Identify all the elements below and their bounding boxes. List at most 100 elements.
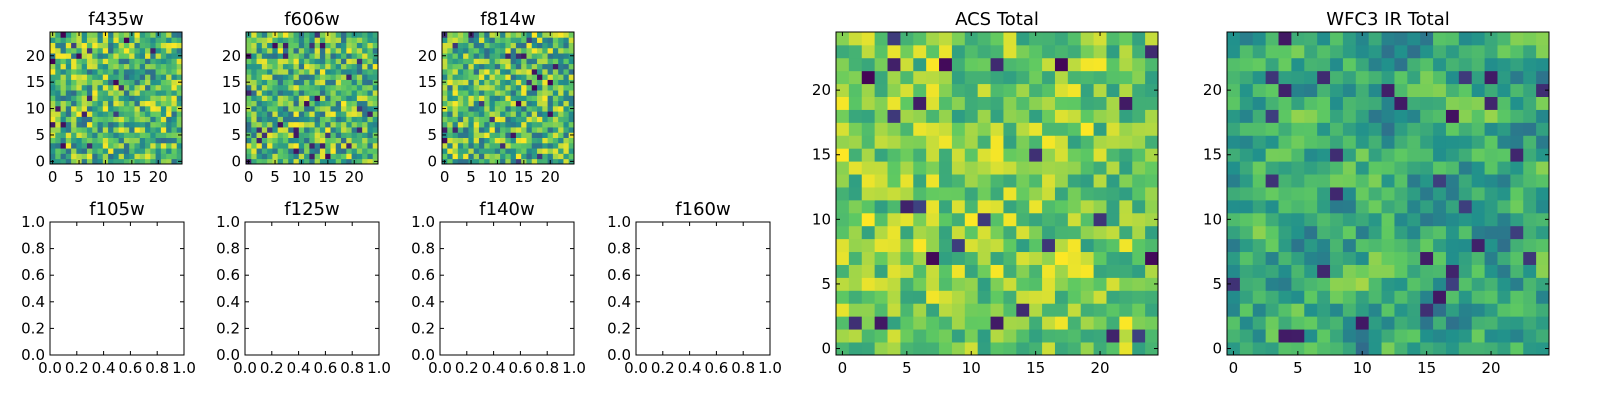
heatmap-cell (351, 132, 358, 138)
heatmap-cell (874, 238, 888, 253)
heatmap-cell (298, 58, 305, 65)
heatmap-cell (176, 90, 183, 96)
heatmap-cell (113, 68, 120, 75)
heatmap-cell (129, 116, 135, 123)
heatmap-cell (489, 68, 496, 75)
heatmap-cell (900, 264, 914, 278)
heatmap-cell (951, 96, 966, 110)
heatmap-cell (848, 264, 863, 278)
heatmap-cell (319, 32, 326, 38)
heatmap-cell (293, 148, 300, 154)
heatmap-cell (939, 225, 953, 240)
heatmap-cell (1471, 96, 1485, 110)
heatmap-cell (447, 58, 453, 65)
heatmap-cell (478, 42, 485, 49)
heatmap-cell (92, 105, 98, 112)
heatmap-cell (277, 111, 284, 117)
heatmap-cell (118, 32, 125, 38)
heatmap-cell (319, 58, 326, 65)
heatmap-cell (913, 212, 927, 227)
heatmap-cell (251, 100, 257, 107)
heatmap-cell (330, 63, 337, 70)
heatmap-cell (537, 100, 543, 107)
heatmap-cell (362, 153, 368, 160)
heatmap-cell (346, 148, 352, 154)
heatmap-cell (1278, 329, 1292, 343)
heatmap-cell (1278, 83, 1292, 97)
heatmap-cell (489, 53, 496, 59)
heatmap-cell (129, 132, 135, 138)
heatmap-cell (463, 37, 469, 43)
heatmap-cell (330, 42, 337, 49)
heatmap-cell (325, 37, 331, 43)
heatmap-cell (139, 148, 146, 154)
heatmap-cell (1484, 225, 1498, 240)
heatmap-cell (1368, 32, 1382, 46)
heatmap-cell (102, 111, 109, 117)
heatmap-cell (325, 74, 331, 80)
heatmap-cell (1119, 199, 1133, 214)
heatmap-cell (113, 84, 120, 91)
heatmap-cell (367, 84, 374, 91)
heatmap-cell (964, 225, 979, 240)
heatmap-cell (1080, 251, 1094, 265)
heatmap-cell (558, 90, 564, 96)
heatmap-cell (1368, 316, 1382, 330)
heatmap-cell (1433, 109, 1447, 123)
heatmap-cell (108, 37, 114, 43)
heatmap-cell (1317, 96, 1331, 110)
heatmap-cell (494, 121, 501, 128)
heatmap-cell (1291, 83, 1305, 97)
heatmap-cell (1067, 57, 1082, 72)
heatmap-cell (939, 264, 953, 278)
heatmap-cell (134, 153, 141, 160)
heatmap-cell (60, 53, 67, 59)
heatmap-cell (521, 116, 527, 123)
heatmap-cell (367, 100, 374, 107)
heatmap-cell (951, 83, 966, 97)
heatmap-cell (1458, 225, 1473, 240)
heatmap-cell (447, 153, 453, 160)
x-tick-label: 0.6 (508, 359, 532, 377)
heatmap-cell (372, 95, 379, 102)
heatmap-cell (521, 42, 527, 49)
heatmap-cell (1252, 329, 1267, 343)
heatmap-cell (325, 63, 331, 70)
x-tick-label: 0.2 (65, 359, 89, 377)
heatmap-cell (1119, 83, 1133, 97)
heatmap-cell (505, 90, 512, 96)
heatmap-cell (558, 74, 564, 80)
heatmap-cell (272, 47, 279, 54)
heatmap-cell (1407, 238, 1421, 253)
heatmap-cell (92, 148, 98, 154)
heatmap-cell (166, 127, 172, 133)
heatmap-cell (977, 70, 991, 85)
heatmap-cell (1497, 135, 1511, 149)
heatmap-cell (563, 116, 570, 123)
x-tick-label: 10 (96, 168, 115, 186)
heatmap-cell (1536, 251, 1550, 265)
heatmap-cell (309, 37, 316, 43)
heatmap-cell (309, 42, 316, 49)
heatmap-cell (123, 42, 130, 49)
heatmap-cell (526, 53, 533, 59)
heatmap-cell (1420, 174, 1434, 188)
heatmap-cell (977, 290, 991, 304)
heatmap-cell (272, 105, 279, 112)
heatmap-cell (335, 79, 342, 86)
x-tick-label: 0 (440, 168, 450, 186)
heatmap-cell (990, 238, 1004, 253)
heatmap-cell (1265, 174, 1279, 188)
heatmap-cell (1252, 212, 1267, 227)
heatmap-cell (314, 100, 321, 107)
heatmap-cell (1510, 135, 1524, 149)
heatmap-cell (1342, 57, 1357, 72)
heatmap-cell (335, 142, 342, 149)
heatmap-cell (1394, 238, 1408, 253)
heatmap-cell (900, 96, 914, 110)
heatmap-cell (277, 142, 284, 149)
heatmap-cell (900, 148, 914, 162)
heatmap-cell (341, 74, 347, 80)
heatmap-cell (939, 96, 953, 110)
heatmap-cell (1381, 342, 1395, 356)
